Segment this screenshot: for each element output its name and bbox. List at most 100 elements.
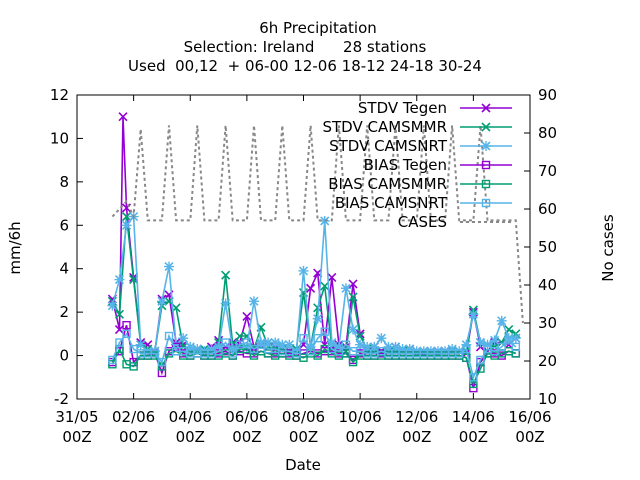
x-tick-label-hour: 00Z xyxy=(176,428,205,446)
data-point-marker xyxy=(122,320,131,330)
y-axis: -2 0 2 4 6 8 10 12 xyxy=(50,86,83,408)
y2-axis-label: No cases xyxy=(599,214,617,282)
legend-item: BIAS Tegen xyxy=(364,156,512,174)
data-point-marker xyxy=(228,349,237,358)
data-point-marker xyxy=(497,337,507,348)
data-point-marker xyxy=(164,331,174,341)
data-point-marker xyxy=(242,311,252,322)
data-point-marker xyxy=(341,340,351,349)
legend-label: BIAS CAMSNRT xyxy=(335,194,448,212)
x-tick-label-date: 08/06 xyxy=(282,408,325,426)
legend-label: STDV CAMSNRT xyxy=(329,137,448,155)
y2-tick-label: 30 xyxy=(538,314,557,332)
y-tick-label: 10 xyxy=(50,129,69,147)
x-tick-label-date: 04/06 xyxy=(169,408,212,426)
data-point-marker xyxy=(108,360,117,369)
y-tick-label: 2 xyxy=(59,303,69,321)
chart-title: 6h Precipitation Selection: Ireland 28 s… xyxy=(128,19,482,75)
data-point-marker xyxy=(249,344,259,354)
data-point-marker xyxy=(108,355,117,365)
data-point-marker xyxy=(481,160,491,170)
x-tick-label-date: 10/06 xyxy=(339,408,382,426)
y2-tick-label: 60 xyxy=(538,200,557,218)
legend-item: BIAS CAMSMMR xyxy=(328,175,512,193)
y-axis-label: mm/6h xyxy=(6,221,24,274)
x-tick-label-hour: 00Z xyxy=(62,428,91,446)
data-point-marker xyxy=(306,347,315,356)
x-tick-label-date: 31/05 xyxy=(55,408,98,426)
legend-label: STDV Tegen xyxy=(358,99,447,117)
legend-item: STDV Tegen xyxy=(358,99,512,117)
data-point-marker xyxy=(348,279,358,289)
series-line xyxy=(111,125,524,324)
data-point-marker xyxy=(497,342,506,352)
y-tick-label: 6 xyxy=(59,216,69,234)
y-tick-label: 4 xyxy=(59,260,69,278)
data-point-marker xyxy=(481,179,491,189)
data-point-marker xyxy=(235,331,245,341)
data-point-marker xyxy=(327,272,337,282)
x-tick-label-hour: 00Z xyxy=(232,428,261,446)
y-tick-label: 0 xyxy=(59,347,69,365)
x-tick-label-hour: 00Z xyxy=(119,428,148,446)
x-tick-label-date: 02/06 xyxy=(112,408,155,426)
x-tick-label-date: 06/06 xyxy=(225,408,268,426)
data-point-marker xyxy=(157,357,167,367)
data-point-marker xyxy=(313,268,323,278)
data-point-marker xyxy=(214,347,223,356)
x-axis: 31/05 00Z 02/06 00Z 04/06 00Z 06/06 00Z 08/06 00Z… xyxy=(55,95,552,446)
data-point-marker xyxy=(150,349,160,358)
legend-item: STDV CAMSNRT xyxy=(329,137,512,155)
x-tick-label-hour: 00Z xyxy=(515,428,544,446)
series-cases xyxy=(111,125,524,324)
y2-tick-label: 90 xyxy=(538,86,557,104)
y2-tick-label: 80 xyxy=(538,124,557,142)
data-point-marker xyxy=(511,342,521,352)
data-point-marker xyxy=(462,344,471,354)
x-tick-label-hour: 00Z xyxy=(402,428,431,446)
data-point-marker xyxy=(121,212,132,222)
data-point-marker xyxy=(242,338,252,347)
data-point-marker xyxy=(114,324,125,335)
data-point-marker xyxy=(313,351,322,360)
data-point-marker xyxy=(221,270,231,280)
data-point-marker xyxy=(122,329,131,339)
x-tick-label-hour: 00Z xyxy=(289,428,318,446)
data-point-marker xyxy=(490,347,499,356)
data-point-marker xyxy=(313,303,323,313)
data-point-marker xyxy=(292,349,301,358)
data-point-marker xyxy=(221,338,230,347)
data-point-marker xyxy=(129,362,138,371)
data-point-marker xyxy=(320,281,330,291)
x-tick-label-date: 14/06 xyxy=(452,408,495,426)
data-point-marker xyxy=(481,198,491,208)
data-point-marker xyxy=(306,283,316,293)
y2-axis: 10 20 30 40 50 60 70 80 90 xyxy=(524,86,557,408)
y-tick-label: -2 xyxy=(54,390,69,408)
data-point-marker xyxy=(348,292,358,302)
title-line-2: Selection: Ireland 28 stations xyxy=(184,38,427,56)
data-point-marker xyxy=(469,373,478,382)
data-point-marker xyxy=(118,112,128,122)
data-point-marker xyxy=(334,347,344,356)
legend-label: STDV CAMSMMR xyxy=(322,118,447,136)
x-tick-label-date: 16/06 xyxy=(508,408,551,426)
data-point-marker xyxy=(313,334,322,343)
data-point-marker xyxy=(504,336,513,345)
data-point-marker xyxy=(115,338,124,347)
x-tick-label-date: 12/06 xyxy=(395,408,438,426)
x-tick-label-hour: 00Z xyxy=(459,428,488,446)
data-point-marker xyxy=(455,349,464,358)
data-point-marker xyxy=(114,309,125,319)
series-layer xyxy=(107,112,524,393)
data-point-marker xyxy=(256,340,266,349)
legend-item: BIAS CAMSNRT xyxy=(335,194,512,212)
x-axis-label: Date xyxy=(285,456,321,474)
legend-label: BIAS CAMSMMR xyxy=(328,175,447,193)
data-point-marker xyxy=(320,327,329,336)
data-point-marker xyxy=(299,353,308,362)
y2-tick-label: 40 xyxy=(538,276,557,294)
data-point-marker xyxy=(462,353,471,362)
